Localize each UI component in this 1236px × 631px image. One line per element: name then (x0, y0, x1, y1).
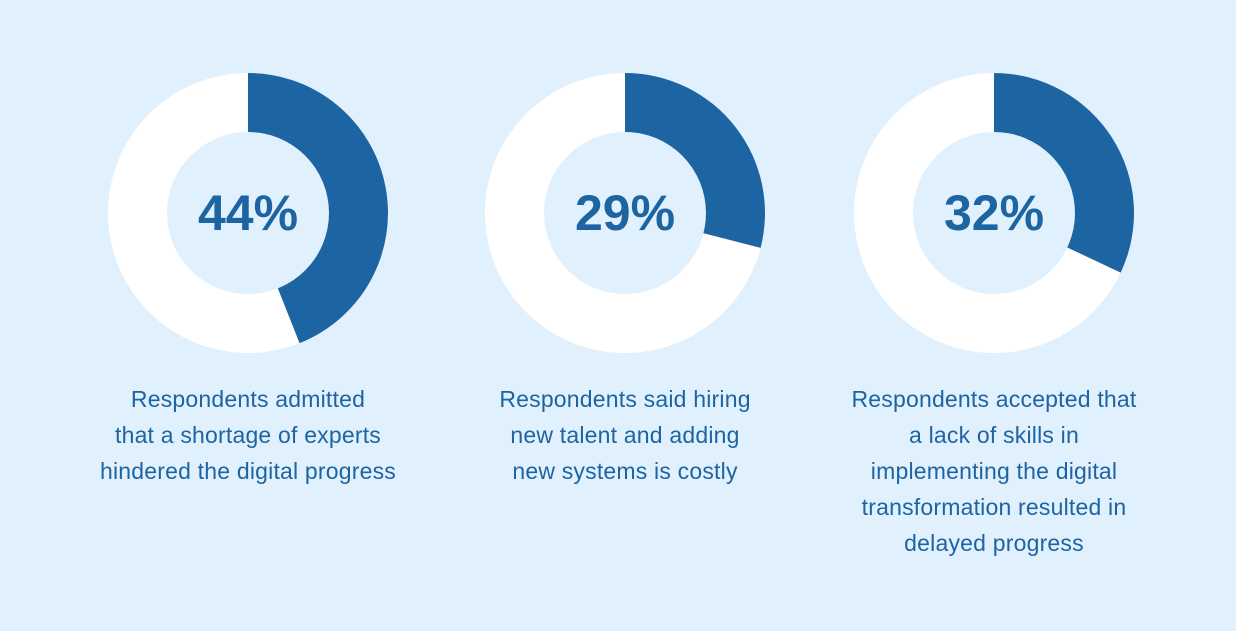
caption-line: a lack of skills in (909, 422, 1079, 448)
caption-line: hindered the digital progress (99, 458, 397, 484)
donut-2: 29% (485, 73, 765, 353)
caption-line: that a shortage of experts (114, 422, 382, 448)
caption-line: implementing the digital (870, 458, 1118, 484)
percent-label: 32% (944, 185, 1044, 241)
caption-line: Respondents accepted that (851, 386, 1137, 412)
percent-label: 44% (198, 185, 298, 241)
donut-hole (913, 132, 1075, 294)
caption: Respondents accepted that a lack of skill… (804, 381, 1184, 561)
donut-1: 44% (108, 73, 388, 353)
donut-3: 32% (854, 73, 1134, 353)
caption-line: new systems is costly (512, 458, 738, 484)
caption-line: Respondents said hiring (499, 386, 751, 412)
caption: Respondents admitted that a shortage of e… (58, 381, 438, 489)
caption: Respondents said hiring new talent and ad… (435, 381, 815, 489)
caption-line: transformation resulted in (861, 494, 1127, 520)
caption-line: Respondents admitted (130, 386, 366, 412)
caption-line: delayed progress (904, 530, 1084, 556)
donut-hole (167, 132, 329, 294)
donut-hole (544, 132, 706, 294)
caption-line: new talent and adding (510, 422, 740, 448)
percent-label: 29% (575, 185, 675, 241)
